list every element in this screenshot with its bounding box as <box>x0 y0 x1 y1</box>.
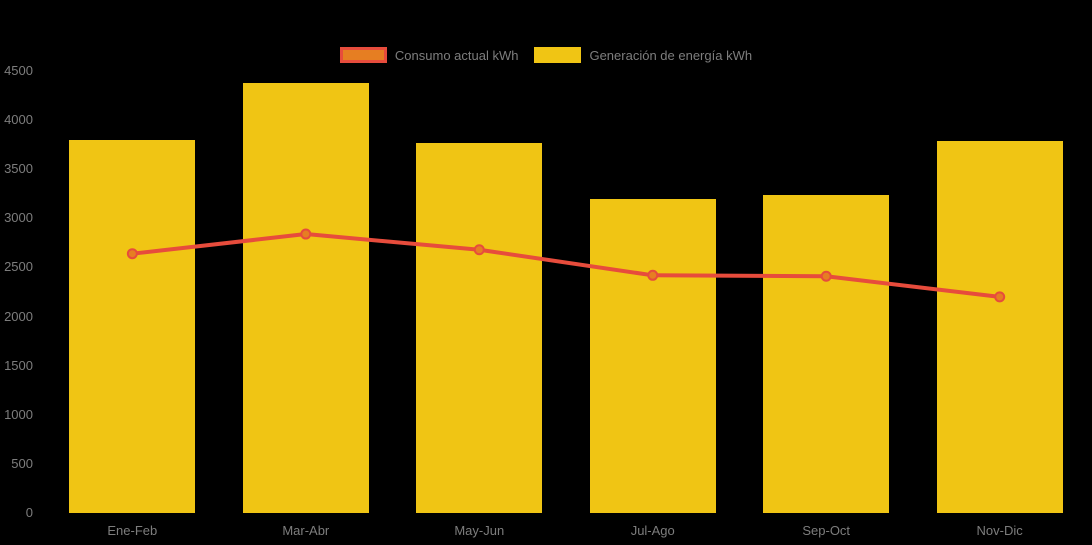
consumo-point-marker <box>994 291 1006 303</box>
consumo-point-marker <box>647 269 659 281</box>
x-tick-label: Mar-Abr <box>282 523 330 538</box>
y-tick-label: 500 <box>11 455 33 471</box>
bar-generacion <box>69 139 196 513</box>
legend-item-generacion-energia[interactable]: Generación de energía kWh <box>534 47 752 63</box>
consumo-point-marker <box>820 270 832 282</box>
y-tick-label: 2500 <box>4 259 33 275</box>
y-tick-label: 4500 <box>4 63 33 78</box>
bar-generacion <box>589 198 716 513</box>
legend-label-consumo: Consumo actual kWh <box>394 47 519 63</box>
consumo-point-marker <box>126 248 138 260</box>
x-tick-label: Sep-Oct <box>802 523 851 538</box>
bar-generacion <box>416 142 543 513</box>
bar-generacion <box>242 82 369 513</box>
legend-label-generacion: Generación de energía kWh <box>589 47 753 63</box>
x-tick-label: Ene-Feb <box>107 523 158 538</box>
y-tick-label: 3500 <box>4 161 33 177</box>
x-tick-label: Nov-Dic <box>976 523 1023 538</box>
y-tick-label: 2000 <box>4 308 33 324</box>
consumo-point-marker <box>300 228 312 240</box>
y-tick-label: 4000 <box>4 112 33 128</box>
y-tick-label: 3000 <box>4 210 33 226</box>
consumo-point-marker <box>473 244 485 256</box>
y-tick-label: 1000 <box>4 406 33 422</box>
legend-swatch-generacion-icon <box>534 47 582 63</box>
bar-generacion <box>763 194 890 513</box>
chart-legend: Consumo actual kWh Generación de energía… <box>0 45 1092 65</box>
y-tick-label: 1500 <box>4 357 33 373</box>
consumo-line <box>132 232 1000 299</box>
y-tick-label: 0 <box>25 505 33 520</box>
x-tick-label: May-Jun <box>454 523 505 538</box>
legend-swatch-consumo-icon <box>339 47 387 63</box>
x-tick-label: Jul-Ago <box>630 523 675 538</box>
legend-item-consumo-actual[interactable]: Consumo actual kWh <box>339 47 519 63</box>
bar-generacion <box>936 140 1063 513</box>
